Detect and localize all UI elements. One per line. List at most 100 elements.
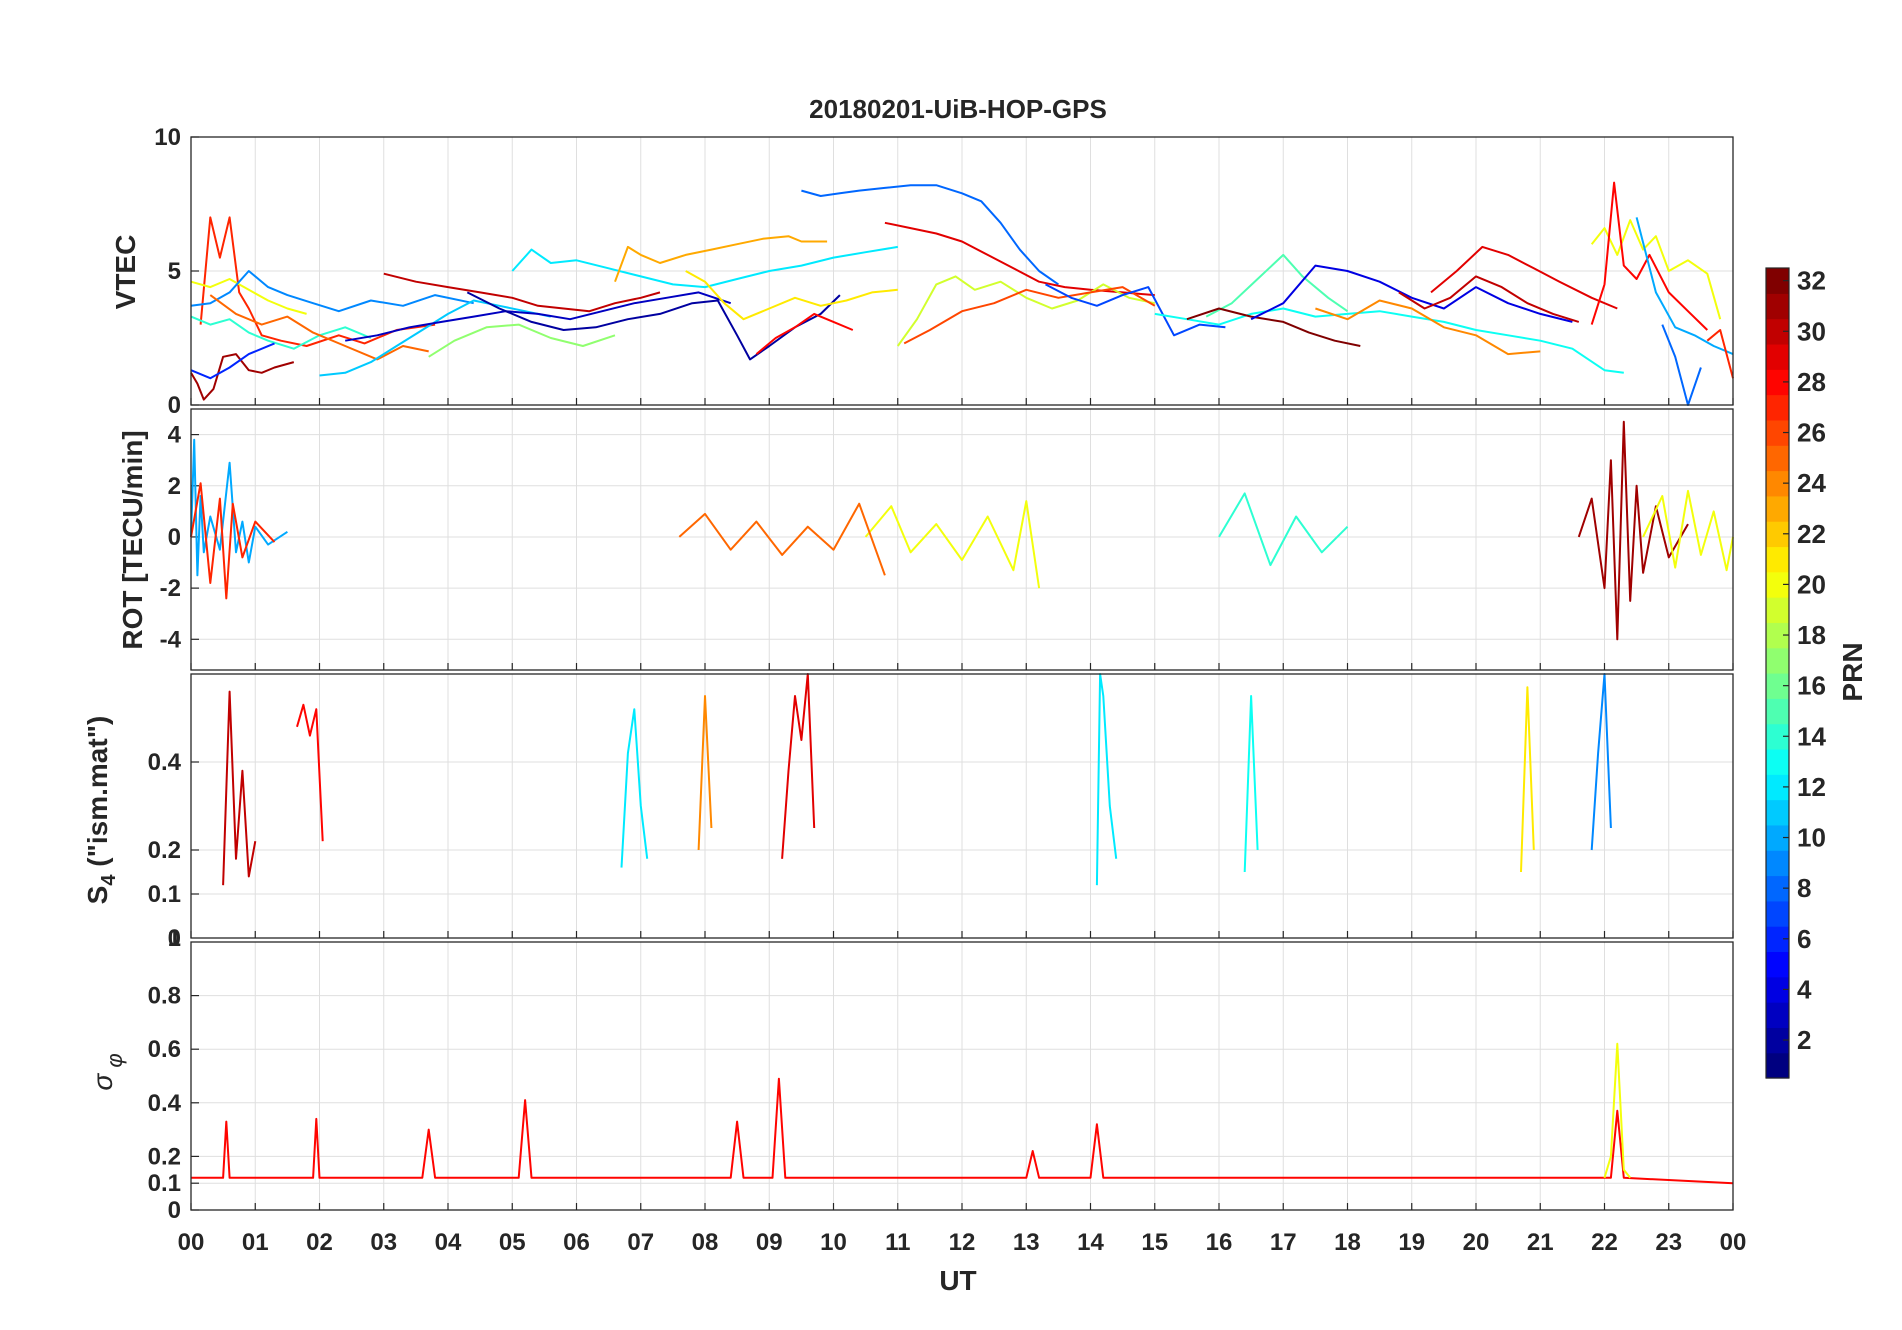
colorbar-segment [1766,343,1789,370]
x-tick-label: 13 [1013,1229,1040,1256]
y-tick-label: 0.2 [148,837,181,864]
x-tick-label: 22 [1591,1229,1618,1256]
y-tick-label: 0.8 [148,983,181,1010]
y-tick-label: 0 [168,524,181,551]
y-tick-label: -2 [160,575,181,602]
series-line-prn-29 [781,673,816,859]
colorbar-tick-label: 28 [1797,367,1826,397]
series-line-prn-20 [1603,1042,1631,1179]
series-line-prn-14 [1218,492,1349,567]
series-line-prn-14 [190,315,372,350]
colorbar-tick-label: 24 [1797,468,1826,498]
series-line-prn-8 [1661,324,1702,406]
series-line-prn-30 [1398,275,1580,323]
x-tick-label: 06 [563,1229,590,1256]
series-line-prn-32 [1186,307,1361,347]
series-line-prn-30 [383,272,661,313]
series-line-prn-12 [1095,673,1118,886]
series-line-prn-28 [1590,181,1708,331]
series-line-prn-28 [191,1077,1734,1185]
colorbar-segment [1766,394,1789,421]
panel-sigma-phi: 00.10.2 0.4 0.6 0.8 [148,941,1734,1224]
series-line-prn-31 [190,353,295,401]
series-line-prn-28 [296,703,324,842]
panel-s4: 0.1 0.2 0.4 01 [148,673,1734,952]
x-tick-label: 10 [820,1229,847,1256]
series-line-prn-24 [1315,299,1541,356]
y-tick-label: 0 [168,925,181,952]
colorbar-segment [1766,900,1789,927]
series-line-prn-3 [345,291,732,342]
x-tick-label: 08 [692,1229,719,1256]
x-tick-label: 21 [1527,1229,1554,1256]
ylabel-s4-rest: ("ism.mat") [82,716,113,875]
series-line-prn-20 [864,500,1041,589]
series-line-prn-9 [1590,673,1612,851]
colorbar-segment [1766,799,1789,826]
colorbar-segment [1766,369,1789,396]
colorbar-tick-label: 14 [1797,721,1826,751]
colorbar-segment [1766,673,1789,699]
series-line-prn-8 [801,184,1059,286]
x-tick-label: 00 [178,1229,205,1256]
y-tick-label: 0.4 [148,1090,182,1117]
colorbar-tick-label: 6 [1797,924,1811,954]
colorbar-segment [1766,748,1789,775]
colorbar-segment [1766,1002,1789,1028]
y-tick-label: 10 [154,124,181,151]
series-line-prn-27 [199,216,436,347]
colorbar-tick-label: 30 [1797,316,1826,346]
series-line-prn-27 [190,482,276,600]
colorbar-segment [1766,268,1789,294]
colorbar-tick-label: 18 [1797,620,1826,650]
colorbar-segment [1766,723,1789,750]
colorbar-segment [1766,521,1789,548]
x-tick-label: 12 [949,1229,976,1256]
colorbar-segment [1766,1052,1789,1079]
colorbar-tick-label: 20 [1797,569,1826,599]
x-tick-label: 16 [1206,1229,1233,1256]
series-line-prn-20 [1642,489,1734,572]
colorbar-tick-label: 8 [1797,873,1811,903]
colorbar-tick-label: 2 [1797,1025,1811,1055]
series-line-prn-17 [428,323,616,358]
series-line-prn-28 [755,312,854,355]
series-line-prn-24 [697,695,713,851]
colorbar-tick-label: 26 [1797,418,1826,448]
series-line-prn-7 [1045,283,1226,337]
x-tick-label: 02 [306,1229,333,1256]
x-axis: 00 01 02 03 04 05 06 07 08 09 10 11 12 13 14 15 16 17 18 19… [178,1229,1747,1256]
x-tick-label: 18 [1334,1229,1361,1256]
series-line-prn-11 [319,299,552,377]
y-tick-label: 4 [168,422,182,449]
x-tick-label: 09 [756,1229,783,1256]
y-tick-label: 1 [168,925,181,952]
colorbar-segment [1766,647,1789,674]
series-line-prn-6 [190,342,275,380]
y-tick-label: 5 [168,258,181,285]
series-line-prn-10 [1635,217,1734,356]
colorbar-segment [1766,951,1789,978]
chart-title: 20180201-UiB-HOP-GPS [809,94,1107,124]
series-line-prn-20 [190,278,307,315]
colorbar-segment [1766,875,1789,902]
colorbar-tick-label: 10 [1797,823,1826,853]
colorbar-segment [1766,419,1789,446]
y-tick-label: 0 [168,392,181,419]
y-tick-label: 0.4 [148,749,182,776]
ylabel-vtec: VTEC [110,235,141,310]
colorbar-segment [1766,495,1789,522]
series-line-prn-2 [466,291,841,361]
series-line-prn-15 [1205,253,1349,318]
y-tick-label: 0.1 [148,881,181,908]
colorbar-tick-label: 22 [1797,519,1826,549]
colorbar-segment [1766,774,1789,801]
x-tick-label: 03 [370,1229,397,1256]
colorbar-segment [1766,445,1789,472]
x-tick-label: 19 [1398,1229,1425,1256]
x-tick-label: 20 [1463,1229,1490,1256]
colorbar-segment [1766,597,1789,623]
colorbar-segment [1766,470,1789,497]
